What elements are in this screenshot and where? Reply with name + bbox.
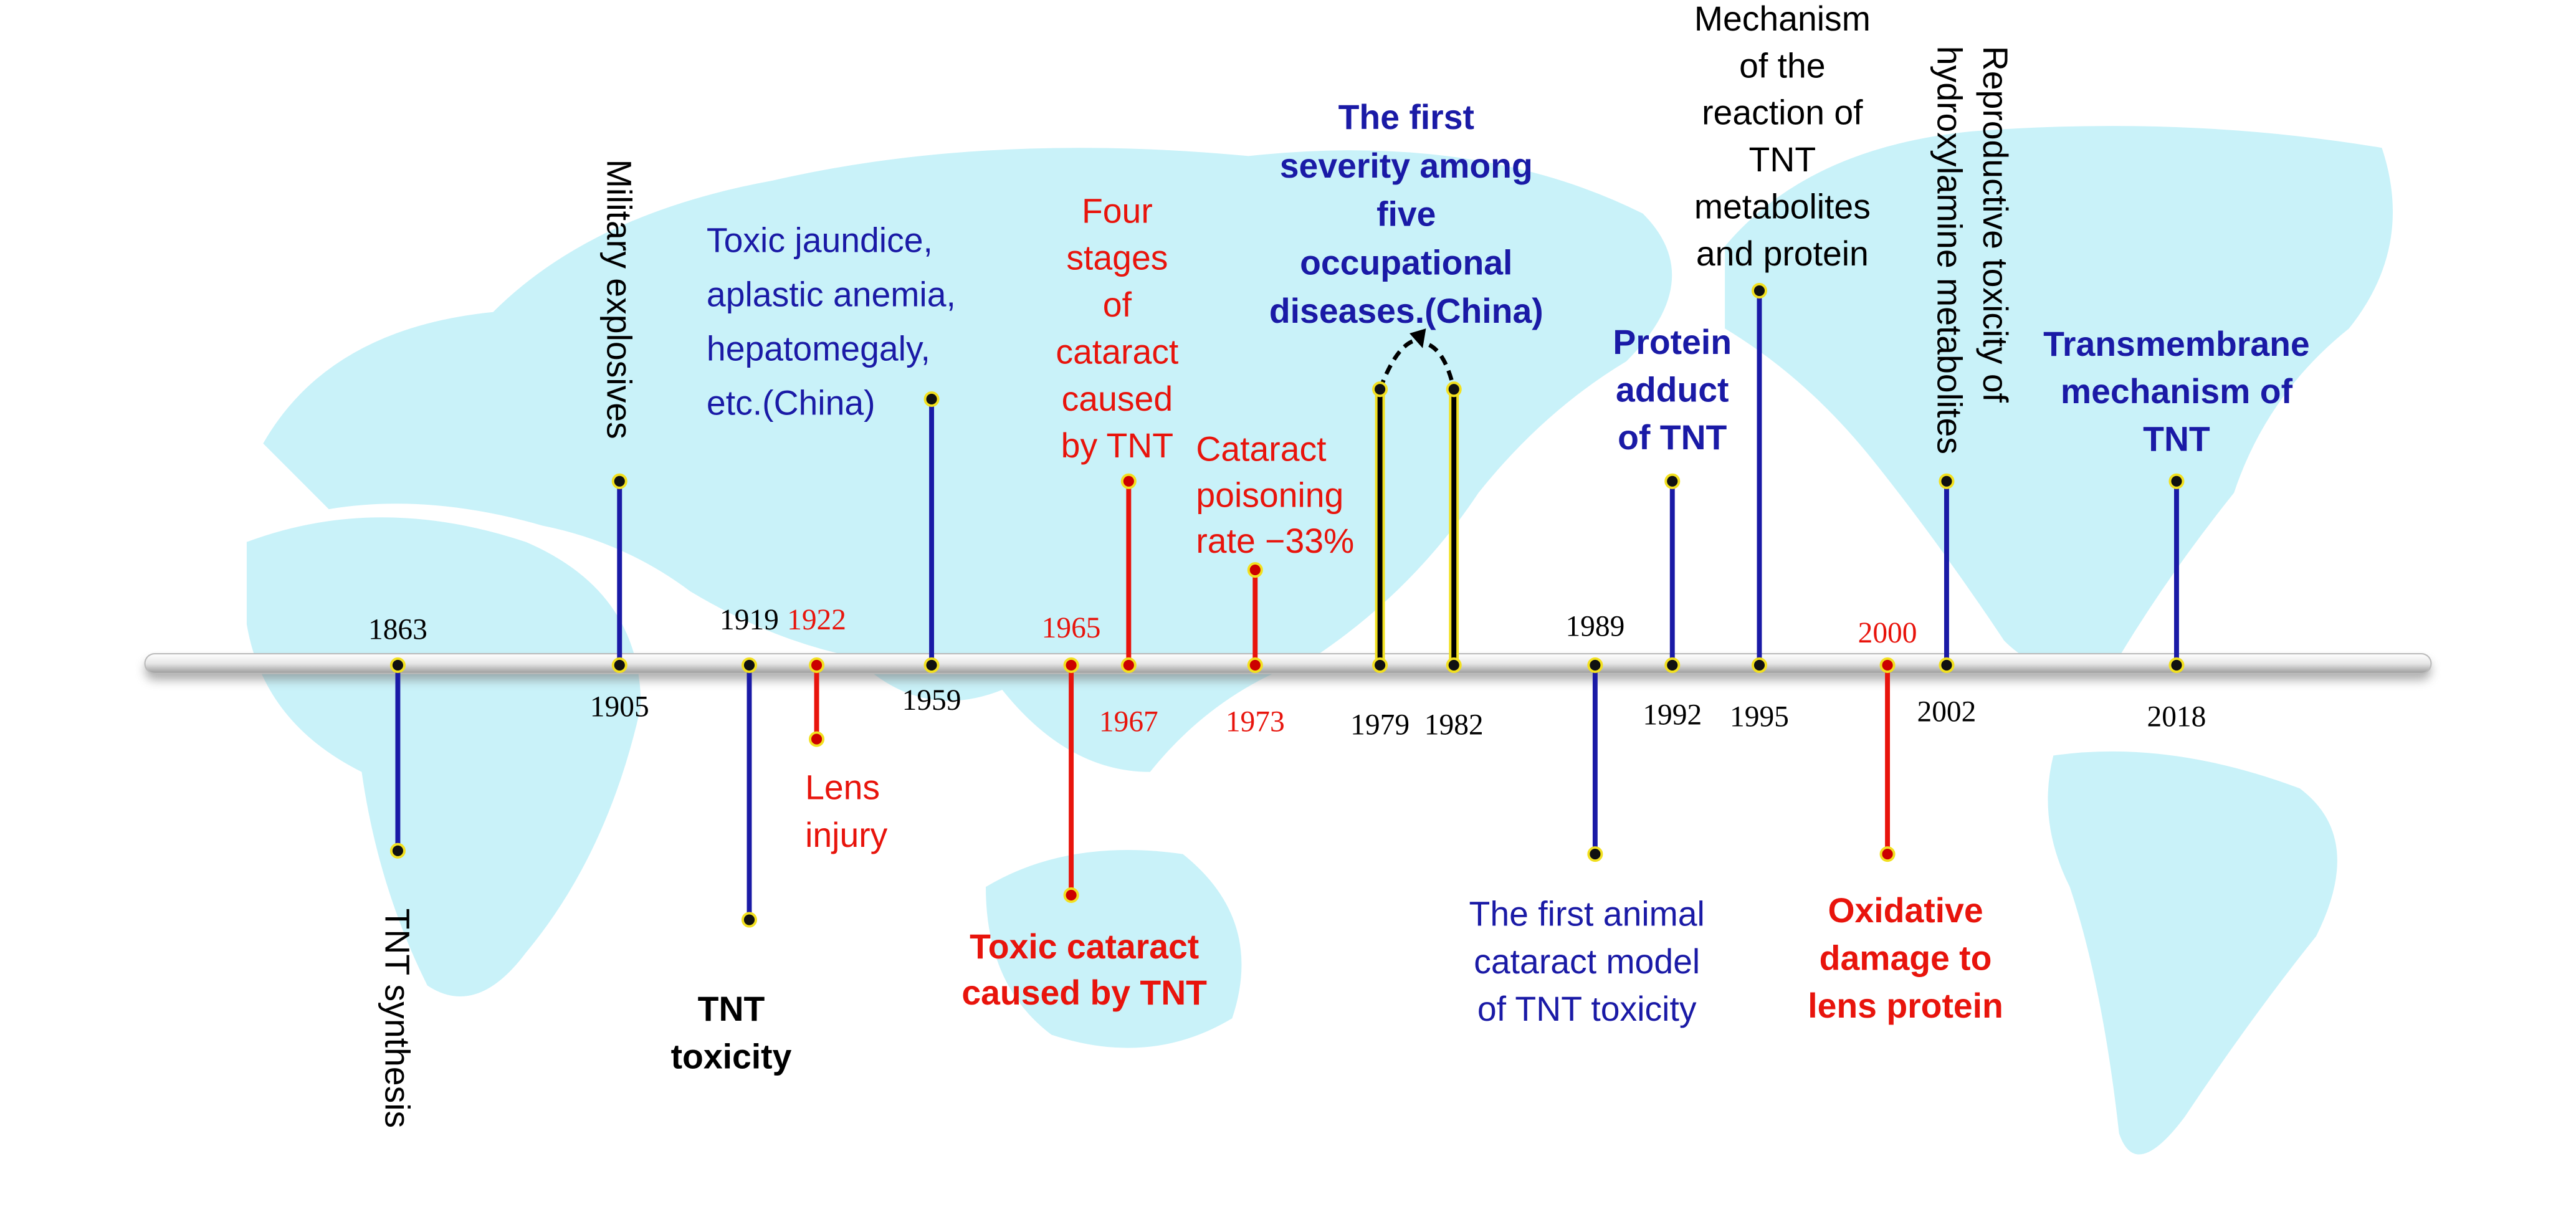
event-label: cataract model	[1474, 942, 1700, 981]
stem-dot	[1751, 657, 1767, 673]
stem-dot	[1446, 381, 1462, 398]
event-label: Mechanism	[1694, 0, 1871, 38]
stem-dot	[1120, 473, 1137, 489]
stem-dot	[2168, 657, 2185, 673]
event-label: Toxic jaundice,	[707, 221, 933, 260]
event-label: Oxidative	[1828, 891, 1983, 930]
event-label: caused	[1062, 379, 1173, 418]
event-label: TNT synthesis	[378, 909, 417, 1129]
link-arc	[1428, 343, 1456, 390]
event-label: diseases.(China)	[1269, 292, 1543, 330]
stem-dot	[1879, 846, 1896, 862]
stem-dot	[923, 391, 940, 408]
stem-dot	[1939, 657, 1955, 673]
event-label: Military explosives	[599, 160, 638, 439]
stem-dot	[1446, 657, 1462, 673]
event-label: Protein	[1613, 323, 1732, 361]
event-label: hydroxylamine metabolites	[1930, 46, 1968, 454]
event-label: occupational	[1300, 243, 1512, 282]
stem-dot	[1587, 657, 1603, 673]
event-label: TNT	[2143, 420, 2210, 459]
event-label: aplastic anemia,	[707, 275, 956, 314]
event-label: of TNT	[1618, 418, 1727, 457]
year-label: 1989	[1565, 610, 1624, 642]
stem-dot	[611, 473, 627, 489]
stem-dot	[2168, 473, 2185, 489]
event-label: of	[1103, 285, 1132, 324]
event-label: poisoning	[1196, 475, 1343, 514]
event-label: Cataract	[1196, 429, 1326, 468]
event-label: Toxic cataract	[970, 927, 1199, 966]
event-label: rate −33%	[1196, 522, 1354, 560]
stem-dot	[1063, 887, 1079, 904]
event-label: severity among	[1280, 146, 1533, 185]
event-label: The first	[1338, 98, 1474, 136]
event-label: mechanism of	[2061, 372, 2293, 411]
stem-dot	[923, 657, 940, 673]
event-label: by TNT	[1061, 426, 1173, 465]
event-label: of TNT toxicity	[1477, 990, 1697, 1028]
event-label: adduct	[1616, 371, 1729, 409]
event-label: damage to	[1820, 939, 1992, 978]
stem-dot	[389, 657, 406, 673]
event-label: Transmembrane	[2043, 325, 2310, 363]
event-label: stages	[1066, 239, 1168, 277]
stem-dot	[1664, 473, 1681, 489]
stem-dot	[1372, 657, 1388, 673]
year-label: 1965	[1042, 612, 1101, 644]
year-label: 1967	[1099, 705, 1158, 738]
year-label: 2000	[1858, 617, 1917, 649]
stem-dot	[1587, 846, 1603, 862]
event-label: The first animal	[1469, 894, 1705, 933]
stem-dot	[389, 843, 406, 859]
year-label: 2018	[2147, 700, 2206, 733]
stem-dot	[611, 657, 627, 673]
stem-dot	[1372, 381, 1388, 398]
event-label: lens protein	[1808, 986, 2003, 1025]
event-label: injury	[805, 816, 888, 854]
stem-dot	[809, 731, 825, 747]
event-label: Lens	[805, 768, 880, 806]
stem-dot	[1120, 657, 1137, 673]
stem-dot	[1939, 473, 1955, 489]
stem-dot	[1247, 562, 1263, 578]
year-label: 1922	[787, 604, 846, 636]
year-label: 1992	[1643, 699, 1702, 732]
stem-dot	[1879, 657, 1896, 673]
event-label: Four	[1082, 191, 1153, 230]
event-label: reaction of	[1702, 93, 1863, 132]
year-label: 1959	[902, 684, 961, 717]
event-label: TNT	[698, 990, 765, 1028]
year-label: 1919	[720, 604, 779, 636]
event-label: cataract	[1056, 332, 1178, 371]
arrow-head	[1410, 328, 1426, 348]
event-label: five	[1376, 195, 1436, 234]
event-label: of the	[1739, 46, 1825, 85]
event-label: Reproductive toxicity of	[1976, 46, 2015, 403]
event-label: caused by TNT	[961, 973, 1207, 1012]
stem-dot	[741, 657, 757, 673]
stem-dot	[741, 912, 757, 928]
event-label: and protein	[1696, 234, 1869, 273]
stem-dot	[1664, 657, 1681, 673]
world-map	[246, 126, 2393, 1155]
year-label: 2002	[1917, 695, 1976, 728]
year-label: 1995	[1730, 700, 1789, 733]
event-label: hepatomegaly,	[707, 330, 930, 368]
event-label: TNT	[1749, 140, 1816, 179]
year-label: 1863	[368, 614, 427, 646]
event-label: etc.(China)	[707, 384, 875, 422]
stem-dot	[1063, 657, 1079, 673]
stem-dot	[809, 657, 825, 673]
event-label: metabolites	[1694, 187, 1871, 226]
year-label: 1973	[1226, 705, 1285, 738]
event-label: toxicity	[671, 1038, 792, 1076]
axis-bar	[144, 652, 2432, 674]
year-label: 1979	[1350, 709, 1410, 742]
year-label: 1905	[590, 691, 649, 723]
stem-dot	[1751, 283, 1767, 299]
year-label: 1982	[1424, 709, 1484, 742]
stem-dot	[1247, 657, 1263, 673]
